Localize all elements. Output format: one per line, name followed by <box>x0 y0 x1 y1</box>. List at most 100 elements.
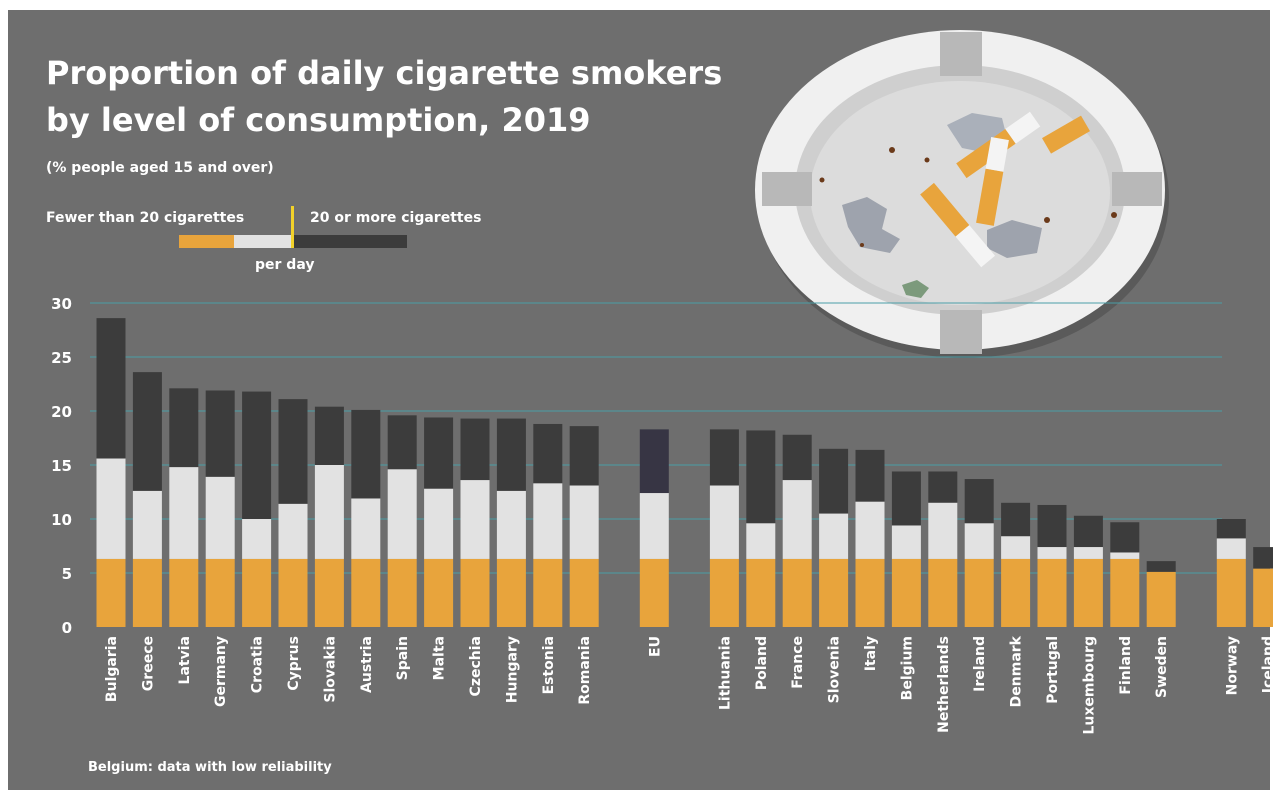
bar-heavy-slovenia <box>819 448 849 514</box>
bar-light-cyprus <box>278 503 308 559</box>
x-tick-label: Greece <box>140 636 156 691</box>
legend-heavy-swatch <box>292 235 407 248</box>
tobacco-fleck <box>819 177 825 183</box>
x-tick-label: Bulgaria <box>104 636 120 702</box>
x-tick-label: Portugal <box>1045 636 1061 704</box>
x-tick-label: Luxembourg <box>1081 636 1097 735</box>
bar-filter-czechia <box>460 558 490 627</box>
bar-heavy-austria <box>351 409 381 499</box>
tobacco-fleck <box>924 157 930 163</box>
ashtray-notch-top <box>940 32 982 76</box>
legend-per-day-label: per day <box>255 257 315 273</box>
bar-filter-austria <box>351 558 381 627</box>
bar-heavy-ireland <box>964 479 994 524</box>
bar-light-poland <box>746 523 776 559</box>
x-tick-label: Finland <box>1118 636 1134 695</box>
legend-more-label: 20 or more cigarettes <box>310 210 482 226</box>
bar-heavy-croatia <box>242 391 272 519</box>
x-tick-label: Cyprus <box>286 636 302 691</box>
ash-patch <box>902 280 929 298</box>
bar-heavy-slovakia <box>314 406 344 465</box>
x-tick-label: France <box>790 636 806 689</box>
x-tick-label: Malta <box>432 636 448 680</box>
bar-light-austria <box>351 498 381 559</box>
x-tick-label: Spain <box>395 636 411 680</box>
cigarette-butt <box>920 182 996 268</box>
cigarette-butt <box>1042 115 1090 154</box>
x-tick-label: Austria <box>359 636 375 693</box>
bar-heavy-luxembourg <box>1073 515 1103 548</box>
bar-heavy-estonia <box>533 423 563 484</box>
y-tick-label: 10 <box>51 511 72 529</box>
tobacco-fleck <box>860 243 864 247</box>
bar-filter-germany <box>205 558 235 627</box>
bar-filter-slovakia <box>314 558 344 627</box>
bar-light-denmark <box>1001 536 1031 559</box>
x-tick-label: Germany <box>213 636 229 707</box>
bar-light-greece <box>132 490 162 559</box>
x-axis-labels: Bulgaria Greece Latvia Germany Croatia Cyprus… <box>104 635 1273 734</box>
bar-heavy-latvia <box>169 388 199 468</box>
x-tick-label: Iceland <box>1261 636 1273 693</box>
bar-light-latvia <box>169 467 199 559</box>
bars <box>96 318 1273 627</box>
tobacco-fleck <box>1044 217 1050 223</box>
bar-filter-france <box>782 558 812 627</box>
bar-filter-croatia <box>242 558 272 627</box>
y-tick-label: 15 <box>51 457 72 475</box>
bar-filter-belgium <box>891 558 921 627</box>
footnote: Belgium: data with low reliability <box>88 760 332 775</box>
x-tick-label: Poland <box>754 636 770 690</box>
bar-light-slovakia <box>314 465 344 559</box>
legend-cigarette-icon <box>179 206 407 248</box>
bar-filter-malta <box>424 558 454 627</box>
title-line-1: Proportion of daily cigarette smokers <box>46 54 723 92</box>
bar-filter-spain <box>387 558 417 627</box>
bar-heavy-malta <box>424 417 454 489</box>
ash-patch <box>842 197 900 253</box>
y-tick-label: 30 <box>51 295 72 313</box>
x-tick-label: Slovenia <box>827 636 843 703</box>
bar-heavy-czechia <box>460 418 490 481</box>
bar-filter-ireland <box>964 558 994 627</box>
bar-light-lithuania <box>709 485 739 559</box>
cigarette-butt <box>976 137 1009 226</box>
bar-light-malta <box>424 488 454 559</box>
x-tick-label: Latvia <box>177 636 193 684</box>
x-tick-label: Estonia <box>541 636 557 694</box>
x-tick-label: EU <box>647 636 663 657</box>
x-tick-label: Lithuania <box>717 636 733 710</box>
bar-heavy-belgium <box>891 471 921 526</box>
y-tick-label: 25 <box>51 349 72 367</box>
bar-filter-hungary <box>496 558 526 627</box>
bar-light-netherlands <box>928 502 958 559</box>
bar-light-italy <box>855 501 885 559</box>
bar-heavy-sweden <box>1146 561 1176 572</box>
x-tick-label: Croatia <box>250 636 266 693</box>
bar-light-czechia <box>460 480 490 559</box>
y-tick-label: 20 <box>51 403 72 421</box>
bar-filter-latvia <box>169 558 199 627</box>
x-tick-label: Norway <box>1224 636 1240 695</box>
legend-fewer-label: Fewer than 20 cigarettes <box>46 210 245 226</box>
bar-filter-bulgaria <box>96 558 126 627</box>
y-axis-ticks: 0 5 10 15 20 25 30 <box>51 295 72 637</box>
bar-filter-lithuania <box>709 558 739 627</box>
x-tick-label: Belgium <box>899 636 915 700</box>
bar-filter-greece <box>132 558 162 627</box>
x-tick-label: Slovakia <box>322 636 338 703</box>
bar-filter-eu <box>639 558 669 627</box>
tobacco-fleck <box>1111 212 1117 218</box>
bar-heavy-italy <box>855 449 885 502</box>
x-tick-label: Netherlands <box>936 636 952 733</box>
bar-heavy-romania <box>569 426 599 486</box>
x-tick-label: Hungary <box>504 636 520 703</box>
title-line-2: by level of consumption, 2019 <box>46 101 591 139</box>
legend-light-swatch <box>234 235 292 248</box>
x-tick-label: Romania <box>577 636 593 705</box>
bar-light-hungary <box>496 490 526 559</box>
bar-light-estonia <box>533 483 563 559</box>
y-tick-label: 0 <box>62 619 72 637</box>
bar-light-france <box>782 480 812 559</box>
